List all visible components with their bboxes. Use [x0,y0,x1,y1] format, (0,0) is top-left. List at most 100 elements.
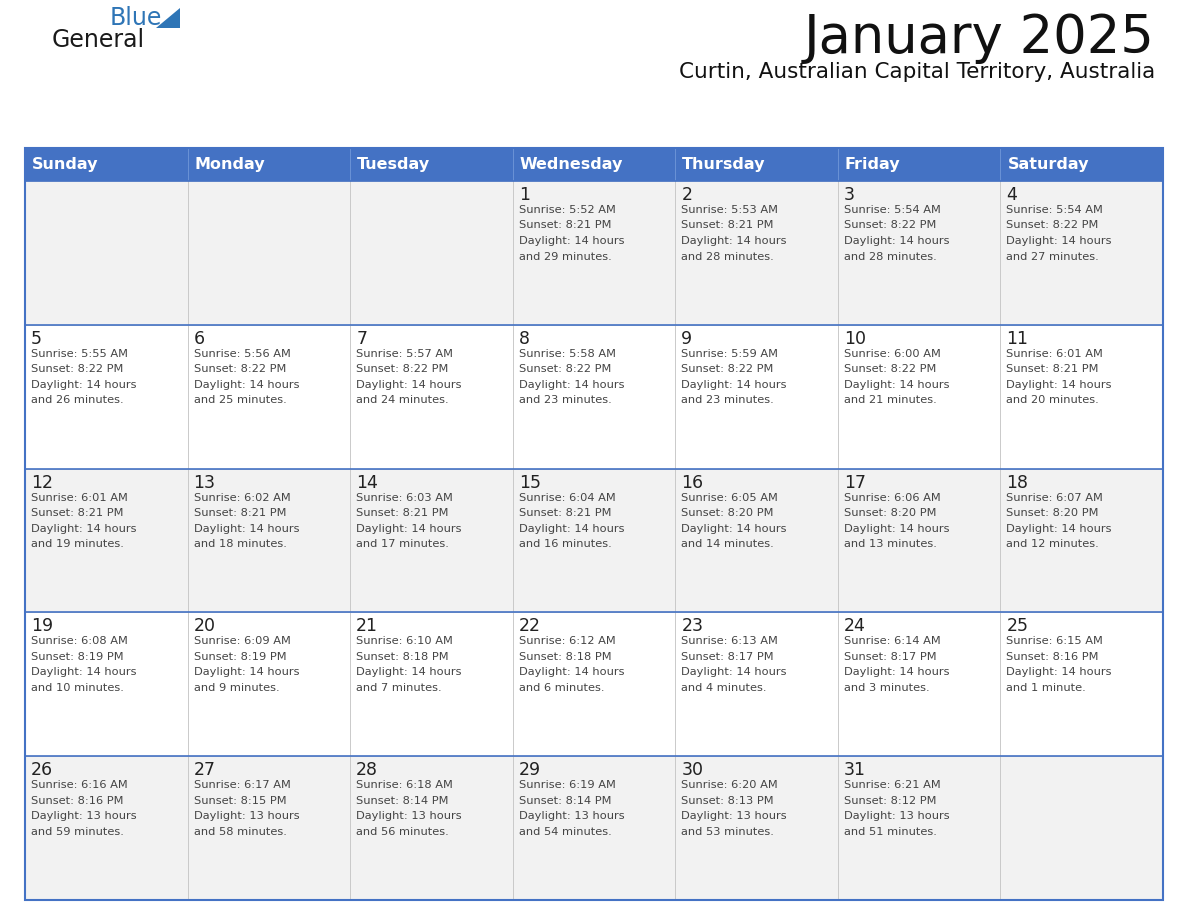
Bar [350,612,513,756]
Text: 21: 21 [356,618,378,635]
Bar [350,181,513,325]
Text: 3: 3 [843,186,855,204]
Text: Thursday: Thursday [682,157,766,172]
Bar [513,181,675,325]
Text: and 16 minutes.: and 16 minutes. [519,539,612,549]
Text: Sunset: 8:20 PM: Sunset: 8:20 PM [843,508,936,518]
Text: Daylight: 14 hours: Daylight: 14 hours [681,523,786,533]
Text: Sunset: 8:21 PM: Sunset: 8:21 PM [1006,364,1099,375]
Text: 22: 22 [519,618,541,635]
Bar [350,468,513,612]
Text: 5: 5 [31,330,42,348]
Text: Sunset: 8:20 PM: Sunset: 8:20 PM [681,508,773,518]
Bar [25,148,1163,900]
Bar [188,612,350,756]
Text: Saturday: Saturday [1007,157,1089,172]
Text: 23: 23 [681,618,703,635]
Text: Daylight: 14 hours: Daylight: 14 hours [194,667,299,677]
Text: 29: 29 [519,761,541,779]
Text: Daylight: 14 hours: Daylight: 14 hours [1006,380,1112,390]
Text: 9: 9 [681,330,693,348]
Text: Sunrise: 5:56 AM: Sunrise: 5:56 AM [194,349,290,359]
Bar [25,468,188,612]
Text: 26: 26 [31,761,53,779]
Text: 24: 24 [843,618,866,635]
Text: 27: 27 [194,761,215,779]
Text: Daylight: 14 hours: Daylight: 14 hours [681,667,786,677]
Text: Sunrise: 5:55 AM: Sunrise: 5:55 AM [31,349,128,359]
Text: Monday: Monday [195,157,265,172]
Bar [1000,181,1163,325]
Text: 15: 15 [519,474,541,492]
Text: Sunrise: 6:04 AM: Sunrise: 6:04 AM [519,493,615,502]
Bar [188,148,350,181]
Text: and 9 minutes.: and 9 minutes. [194,683,279,693]
Text: and 59 minutes.: and 59 minutes. [31,827,124,836]
Text: Sunrise: 6:15 AM: Sunrise: 6:15 AM [1006,636,1104,646]
Text: and 56 minutes.: and 56 minutes. [356,827,449,836]
Text: Sunrise: 6:17 AM: Sunrise: 6:17 AM [194,780,290,790]
Text: Daylight: 14 hours: Daylight: 14 hours [31,523,137,533]
Bar [350,148,513,181]
Bar [675,612,838,756]
Bar [513,325,675,468]
Text: Sunrise: 6:14 AM: Sunrise: 6:14 AM [843,636,941,646]
Text: Sunrise: 6:06 AM: Sunrise: 6:06 AM [843,493,941,502]
Text: Sunset: 8:19 PM: Sunset: 8:19 PM [194,652,286,662]
Text: Daylight: 13 hours: Daylight: 13 hours [194,812,299,822]
Bar [675,468,838,612]
Text: 13: 13 [194,474,215,492]
Text: Sunset: 8:21 PM: Sunset: 8:21 PM [681,220,773,230]
Text: and 29 minutes.: and 29 minutes. [519,252,612,262]
Bar [188,181,350,325]
Text: and 4 minutes.: and 4 minutes. [681,683,766,693]
Text: and 14 minutes.: and 14 minutes. [681,539,775,549]
Bar [675,148,838,181]
Text: 6: 6 [194,330,204,348]
Bar [1000,148,1163,181]
Text: Sunrise: 6:10 AM: Sunrise: 6:10 AM [356,636,453,646]
Text: and 7 minutes.: and 7 minutes. [356,683,442,693]
Text: Daylight: 14 hours: Daylight: 14 hours [843,236,949,246]
Text: 7: 7 [356,330,367,348]
Bar [25,756,188,900]
Text: Wednesday: Wednesday [519,157,623,172]
Bar [838,148,1000,181]
Text: Daylight: 14 hours: Daylight: 14 hours [1006,667,1112,677]
Text: Sunset: 8:22 PM: Sunset: 8:22 PM [194,364,286,375]
Text: Daylight: 14 hours: Daylight: 14 hours [843,667,949,677]
Text: Sunset: 8:22 PM: Sunset: 8:22 PM [843,220,936,230]
Text: and 13 minutes.: and 13 minutes. [843,539,936,549]
Text: Daylight: 14 hours: Daylight: 14 hours [31,380,137,390]
Text: Daylight: 13 hours: Daylight: 13 hours [681,812,786,822]
Polygon shape [156,8,181,28]
Text: Daylight: 14 hours: Daylight: 14 hours [681,236,786,246]
Text: Daylight: 14 hours: Daylight: 14 hours [1006,236,1112,246]
Bar [1000,612,1163,756]
Text: Sunday: Sunday [32,157,99,172]
Text: Tuesday: Tuesday [358,157,430,172]
Text: Sunrise: 5:54 AM: Sunrise: 5:54 AM [1006,205,1104,215]
Bar [350,325,513,468]
Text: 31: 31 [843,761,866,779]
Bar [25,612,188,756]
Text: Sunrise: 5:54 AM: Sunrise: 5:54 AM [843,205,941,215]
Bar [675,181,838,325]
Text: 17: 17 [843,474,866,492]
Text: and 58 minutes.: and 58 minutes. [194,827,286,836]
Text: Sunset: 8:16 PM: Sunset: 8:16 PM [31,796,124,806]
Text: Sunrise: 6:05 AM: Sunrise: 6:05 AM [681,493,778,502]
Text: and 28 minutes.: and 28 minutes. [681,252,775,262]
Text: Daylight: 14 hours: Daylight: 14 hours [31,667,137,677]
Bar [838,181,1000,325]
Text: Sunset: 8:17 PM: Sunset: 8:17 PM [843,652,936,662]
Text: 8: 8 [519,330,530,348]
Text: 30: 30 [681,761,703,779]
Text: 1: 1 [519,186,530,204]
Text: and 18 minutes.: and 18 minutes. [194,539,286,549]
Text: Sunrise: 6:21 AM: Sunrise: 6:21 AM [843,780,941,790]
Text: 19: 19 [31,618,53,635]
Text: and 10 minutes.: and 10 minutes. [31,683,124,693]
Text: Daylight: 14 hours: Daylight: 14 hours [519,380,624,390]
Text: 20: 20 [194,618,215,635]
